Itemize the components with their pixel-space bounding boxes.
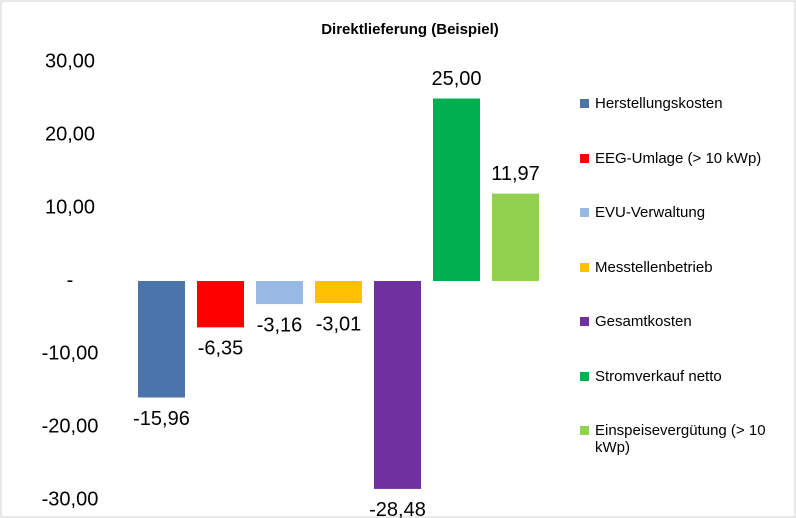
legend-swatch [580, 153, 589, 163]
legend-swatch [580, 317, 589, 326]
bar [315, 281, 362, 303]
y-tick-label: - [67, 269, 74, 291]
bar [197, 281, 244, 328]
y-tick-label: -10,00 [42, 342, 99, 364]
value-label: -28,48 [369, 499, 426, 518]
legend-swatch [580, 99, 589, 108]
legend-label: Einspeisevergütung (> 10 kWp) [595, 422, 766, 456]
value-label: -3,01 [316, 313, 362, 335]
legend-label: Messtellenbetrieb [595, 258, 713, 276]
chart-title: Direktlieferung (Beispiel) [321, 21, 499, 38]
y-tick-label: -30,00 [42, 488, 99, 510]
bar [256, 281, 303, 305]
legend-swatch [580, 208, 589, 217]
y-tick-label: 10,00 [45, 196, 95, 218]
value-label: -15,96 [133, 408, 190, 430]
legend-swatch [580, 262, 589, 272]
bar [374, 281, 421, 489]
legend-swatch [580, 426, 589, 435]
legend-swatch [580, 371, 589, 381]
legend-item: Gesamtkosten [580, 313, 796, 368]
legend-label: EEG-Umlage (> 10 kWp) [595, 149, 762, 167]
value-label: -6,35 [198, 338, 244, 360]
legend-label: Stromverkauf netto [595, 367, 722, 385]
y-tick-label: 30,00 [45, 50, 95, 72]
value-label: 25,00 [431, 68, 481, 90]
y-tick-label: -20,00 [42, 415, 99, 437]
legend-label: EVU-Verwaltung [595, 204, 706, 221]
legend-item: Stromverkauf netto [580, 368, 796, 423]
legend-item: Einspeisevergütung (> 10 kWp) [580, 422, 796, 477]
bar [433, 98, 480, 281]
y-tick-label: 20,00 [45, 123, 95, 145]
bar [492, 193, 539, 281]
legend-label: Herstellungskosten [595, 95, 723, 112]
legend-item: EEG-Umlage (> 10 kWp) [580, 150, 796, 205]
legend: Herstellungskosten EEG-Umlage (> 10 kWp) E… [580, 95, 796, 477]
legend-item: Herstellungskosten [580, 95, 796, 150]
legend-label: Gesamtkosten [595, 313, 692, 330]
value-label: 11,97 [491, 163, 540, 185]
legend-item: Messtellenbetrieb [580, 259, 796, 314]
legend-item: EVU-Verwaltung [580, 204, 796, 259]
value-label: -3,16 [257, 314, 303, 336]
bar [138, 281, 185, 398]
